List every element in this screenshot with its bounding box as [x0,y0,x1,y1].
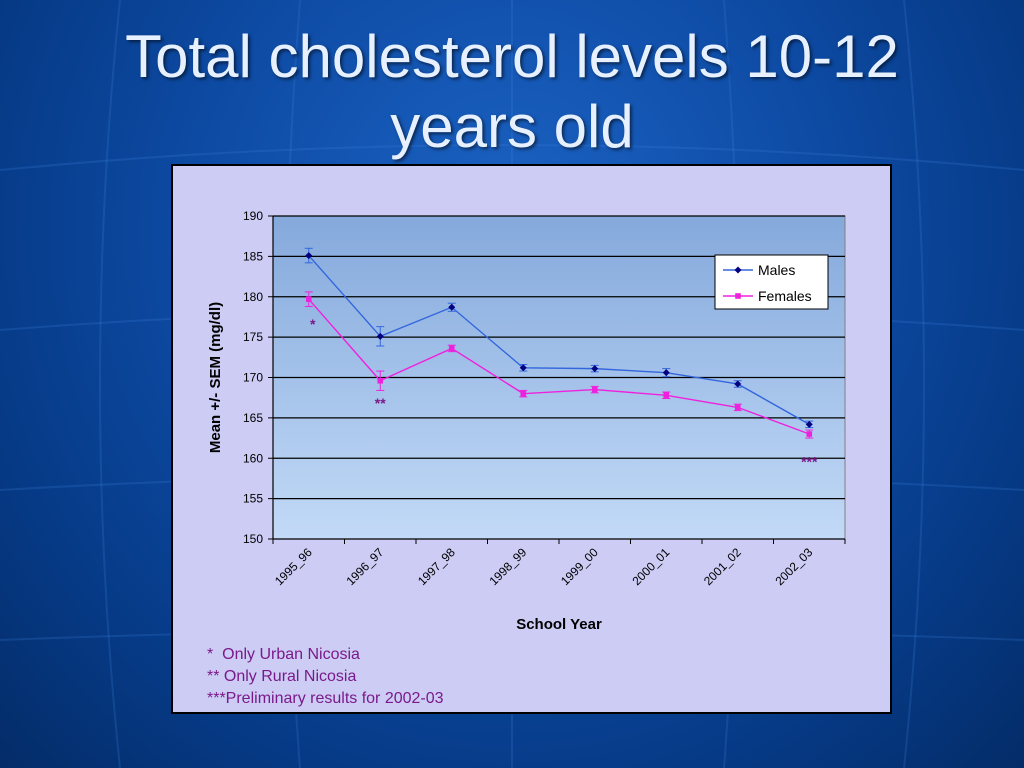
y-tick-label: 185 [243,249,263,263]
y-tick-label: 190 [243,209,263,223]
females-point [448,345,455,352]
females-point [305,296,312,302]
females-point [520,390,527,397]
x-tick-label: 2002_03 [772,545,815,588]
footnotes: * Only Urban Nicosia ** Only Rural Nicos… [207,644,444,710]
annotation-asterisk: * [310,316,316,332]
chart-panel: 150 155 160 165 170 175 180 185 190 1995_96 1996_9… [171,164,892,714]
legend-marker-females [735,293,741,299]
x-tick-label: 1998_99 [486,545,529,588]
slide-title-line2: years old [390,93,634,160]
males-point [662,369,670,377]
x-tick-label: 1995_96 [272,545,315,588]
x-tick-label: 1996_97 [343,545,386,588]
x-axis-title: School Year [516,616,602,633]
x-tick-label: 2000_01 [629,545,672,588]
y-tick-label: 170 [243,371,263,385]
annotation-asterisk: *** [801,453,818,469]
females-point [591,386,598,393]
footnote-rural: ** Only Rural Nicosia [207,668,357,685]
females-series-line [308,298,810,435]
females-point [806,431,813,437]
footnote-preliminary: ***Preliminary results for 2002-03 [207,690,444,707]
legend-box [714,254,829,310]
y-tick-label: 175 [243,330,263,344]
footnote-urban: * Only Urban Nicosia [207,646,360,663]
males-point [448,303,456,311]
y-axis-title: Mean +/- SEM (mg/dl) [207,302,224,453]
legend-label-females: Females [758,288,812,304]
males-point [305,252,313,260]
y-tick-label: 155 [243,492,263,506]
males-point [805,420,813,428]
annotation-asterisk: ** [375,395,386,411]
x-tick-label: 2001_02 [701,545,744,588]
x-tick-label: 1999_00 [558,545,601,588]
y-tick-label: 150 [243,532,263,546]
legend-marker-males [734,266,742,274]
females-point [663,392,670,399]
males-series-line [308,255,810,425]
females-point [734,404,741,411]
males-point [519,364,527,372]
females-point [377,377,384,384]
y-tick-label: 160 [243,451,263,465]
x-tick-label: 1997_98 [415,545,458,588]
slide-title-line1: Total cholesterol levels 10-12 [125,23,899,90]
males-point [734,380,742,388]
y-tick-label: 165 [243,411,263,425]
y-tick-label: 180 [243,290,263,304]
slide-title: Total cholesterol levels 10-12 years old [0,22,1024,162]
males-point [591,365,599,373]
legend-label-males: Males [758,262,795,278]
males-point [376,332,384,340]
cholesterol-line-chart: 150 155 160 165 170 175 180 185 190 1995_96 1996_9… [207,209,846,633]
